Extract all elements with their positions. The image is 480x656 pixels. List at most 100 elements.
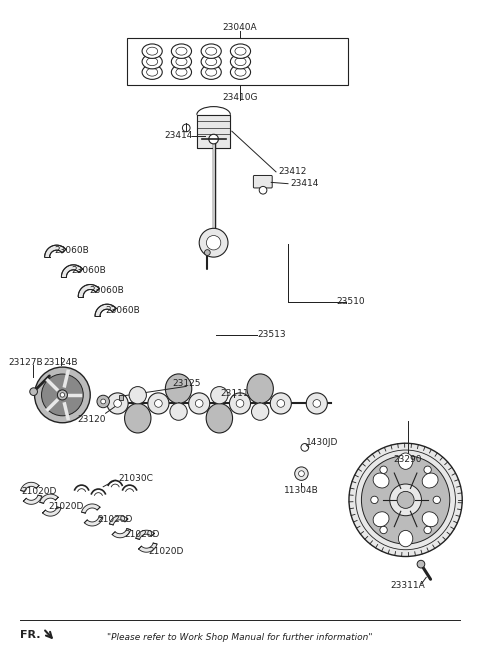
Ellipse shape	[205, 58, 217, 66]
Ellipse shape	[247, 374, 274, 403]
Ellipse shape	[146, 68, 158, 76]
Circle shape	[170, 403, 187, 420]
Circle shape	[356, 450, 456, 550]
Circle shape	[371, 496, 378, 504]
Circle shape	[259, 186, 267, 194]
Polygon shape	[109, 516, 128, 525]
Circle shape	[42, 374, 84, 416]
Circle shape	[380, 466, 387, 474]
Circle shape	[229, 393, 251, 414]
Text: 23510: 23510	[336, 297, 365, 306]
Polygon shape	[61, 265, 83, 277]
Circle shape	[433, 496, 441, 504]
Polygon shape	[45, 245, 66, 257]
Text: 1430JD: 1430JD	[306, 438, 339, 447]
Circle shape	[155, 400, 162, 407]
Ellipse shape	[165, 374, 192, 403]
Polygon shape	[78, 285, 99, 297]
Circle shape	[129, 386, 146, 404]
Circle shape	[97, 395, 109, 408]
Text: 23040A: 23040A	[223, 23, 257, 32]
Circle shape	[295, 467, 308, 480]
Text: 11304B: 11304B	[284, 485, 319, 495]
Text: 23060B: 23060B	[105, 306, 140, 316]
Text: 21020D: 21020D	[22, 487, 57, 497]
Circle shape	[417, 560, 425, 568]
Circle shape	[236, 400, 244, 407]
Circle shape	[306, 393, 327, 414]
Circle shape	[114, 400, 121, 407]
Ellipse shape	[201, 54, 221, 69]
Ellipse shape	[230, 65, 251, 79]
Ellipse shape	[230, 44, 251, 58]
Ellipse shape	[422, 473, 438, 488]
Text: 23127B: 23127B	[8, 358, 43, 367]
Circle shape	[349, 443, 462, 556]
Circle shape	[209, 134, 218, 144]
Text: 23410G: 23410G	[222, 92, 258, 102]
Text: 23111: 23111	[220, 389, 249, 398]
Circle shape	[148, 393, 169, 414]
Polygon shape	[139, 543, 157, 552]
Ellipse shape	[422, 512, 438, 527]
Ellipse shape	[146, 58, 158, 66]
Ellipse shape	[124, 403, 151, 433]
Circle shape	[270, 393, 291, 414]
Text: 23125: 23125	[172, 379, 201, 388]
Ellipse shape	[142, 54, 162, 69]
Polygon shape	[84, 517, 103, 526]
FancyBboxPatch shape	[253, 175, 272, 188]
Circle shape	[60, 393, 65, 397]
Text: 23414: 23414	[290, 179, 319, 188]
Bar	[127, 38, 348, 85]
Ellipse shape	[230, 54, 251, 69]
Circle shape	[424, 526, 432, 534]
Polygon shape	[95, 304, 116, 316]
Ellipse shape	[373, 473, 389, 488]
Polygon shape	[43, 507, 61, 516]
Text: 21020D: 21020D	[97, 515, 133, 524]
Ellipse shape	[235, 47, 246, 55]
Ellipse shape	[201, 44, 221, 58]
Ellipse shape	[142, 65, 162, 79]
Text: 23120: 23120	[77, 415, 106, 424]
Ellipse shape	[235, 68, 246, 76]
Circle shape	[101, 399, 106, 404]
Circle shape	[206, 236, 221, 250]
Circle shape	[30, 388, 37, 396]
Ellipse shape	[176, 47, 187, 55]
Circle shape	[361, 456, 450, 544]
Text: 21020D: 21020D	[148, 546, 183, 556]
Circle shape	[204, 250, 210, 255]
Polygon shape	[197, 115, 230, 148]
Polygon shape	[45, 245, 66, 257]
Ellipse shape	[235, 58, 246, 66]
Circle shape	[199, 228, 228, 257]
Polygon shape	[21, 482, 39, 491]
Text: 23513: 23513	[257, 330, 286, 339]
Ellipse shape	[171, 44, 192, 58]
Circle shape	[189, 393, 210, 414]
Ellipse shape	[205, 47, 217, 55]
Circle shape	[299, 471, 304, 476]
Ellipse shape	[206, 403, 232, 433]
Text: 23311A: 23311A	[391, 581, 425, 590]
Ellipse shape	[205, 68, 217, 76]
Circle shape	[402, 453, 409, 461]
Circle shape	[380, 526, 387, 534]
Circle shape	[301, 443, 309, 451]
Ellipse shape	[176, 58, 187, 66]
Polygon shape	[78, 285, 99, 297]
Text: 21020D: 21020D	[48, 502, 84, 511]
Text: 23290: 23290	[394, 455, 422, 464]
Polygon shape	[95, 304, 116, 316]
Text: 23060B: 23060B	[89, 286, 124, 295]
Polygon shape	[24, 495, 42, 504]
Circle shape	[58, 390, 67, 400]
Polygon shape	[82, 504, 100, 513]
Text: 23060B: 23060B	[55, 246, 89, 255]
Ellipse shape	[171, 54, 192, 69]
Ellipse shape	[398, 453, 413, 470]
Ellipse shape	[201, 65, 221, 79]
Polygon shape	[61, 265, 83, 277]
